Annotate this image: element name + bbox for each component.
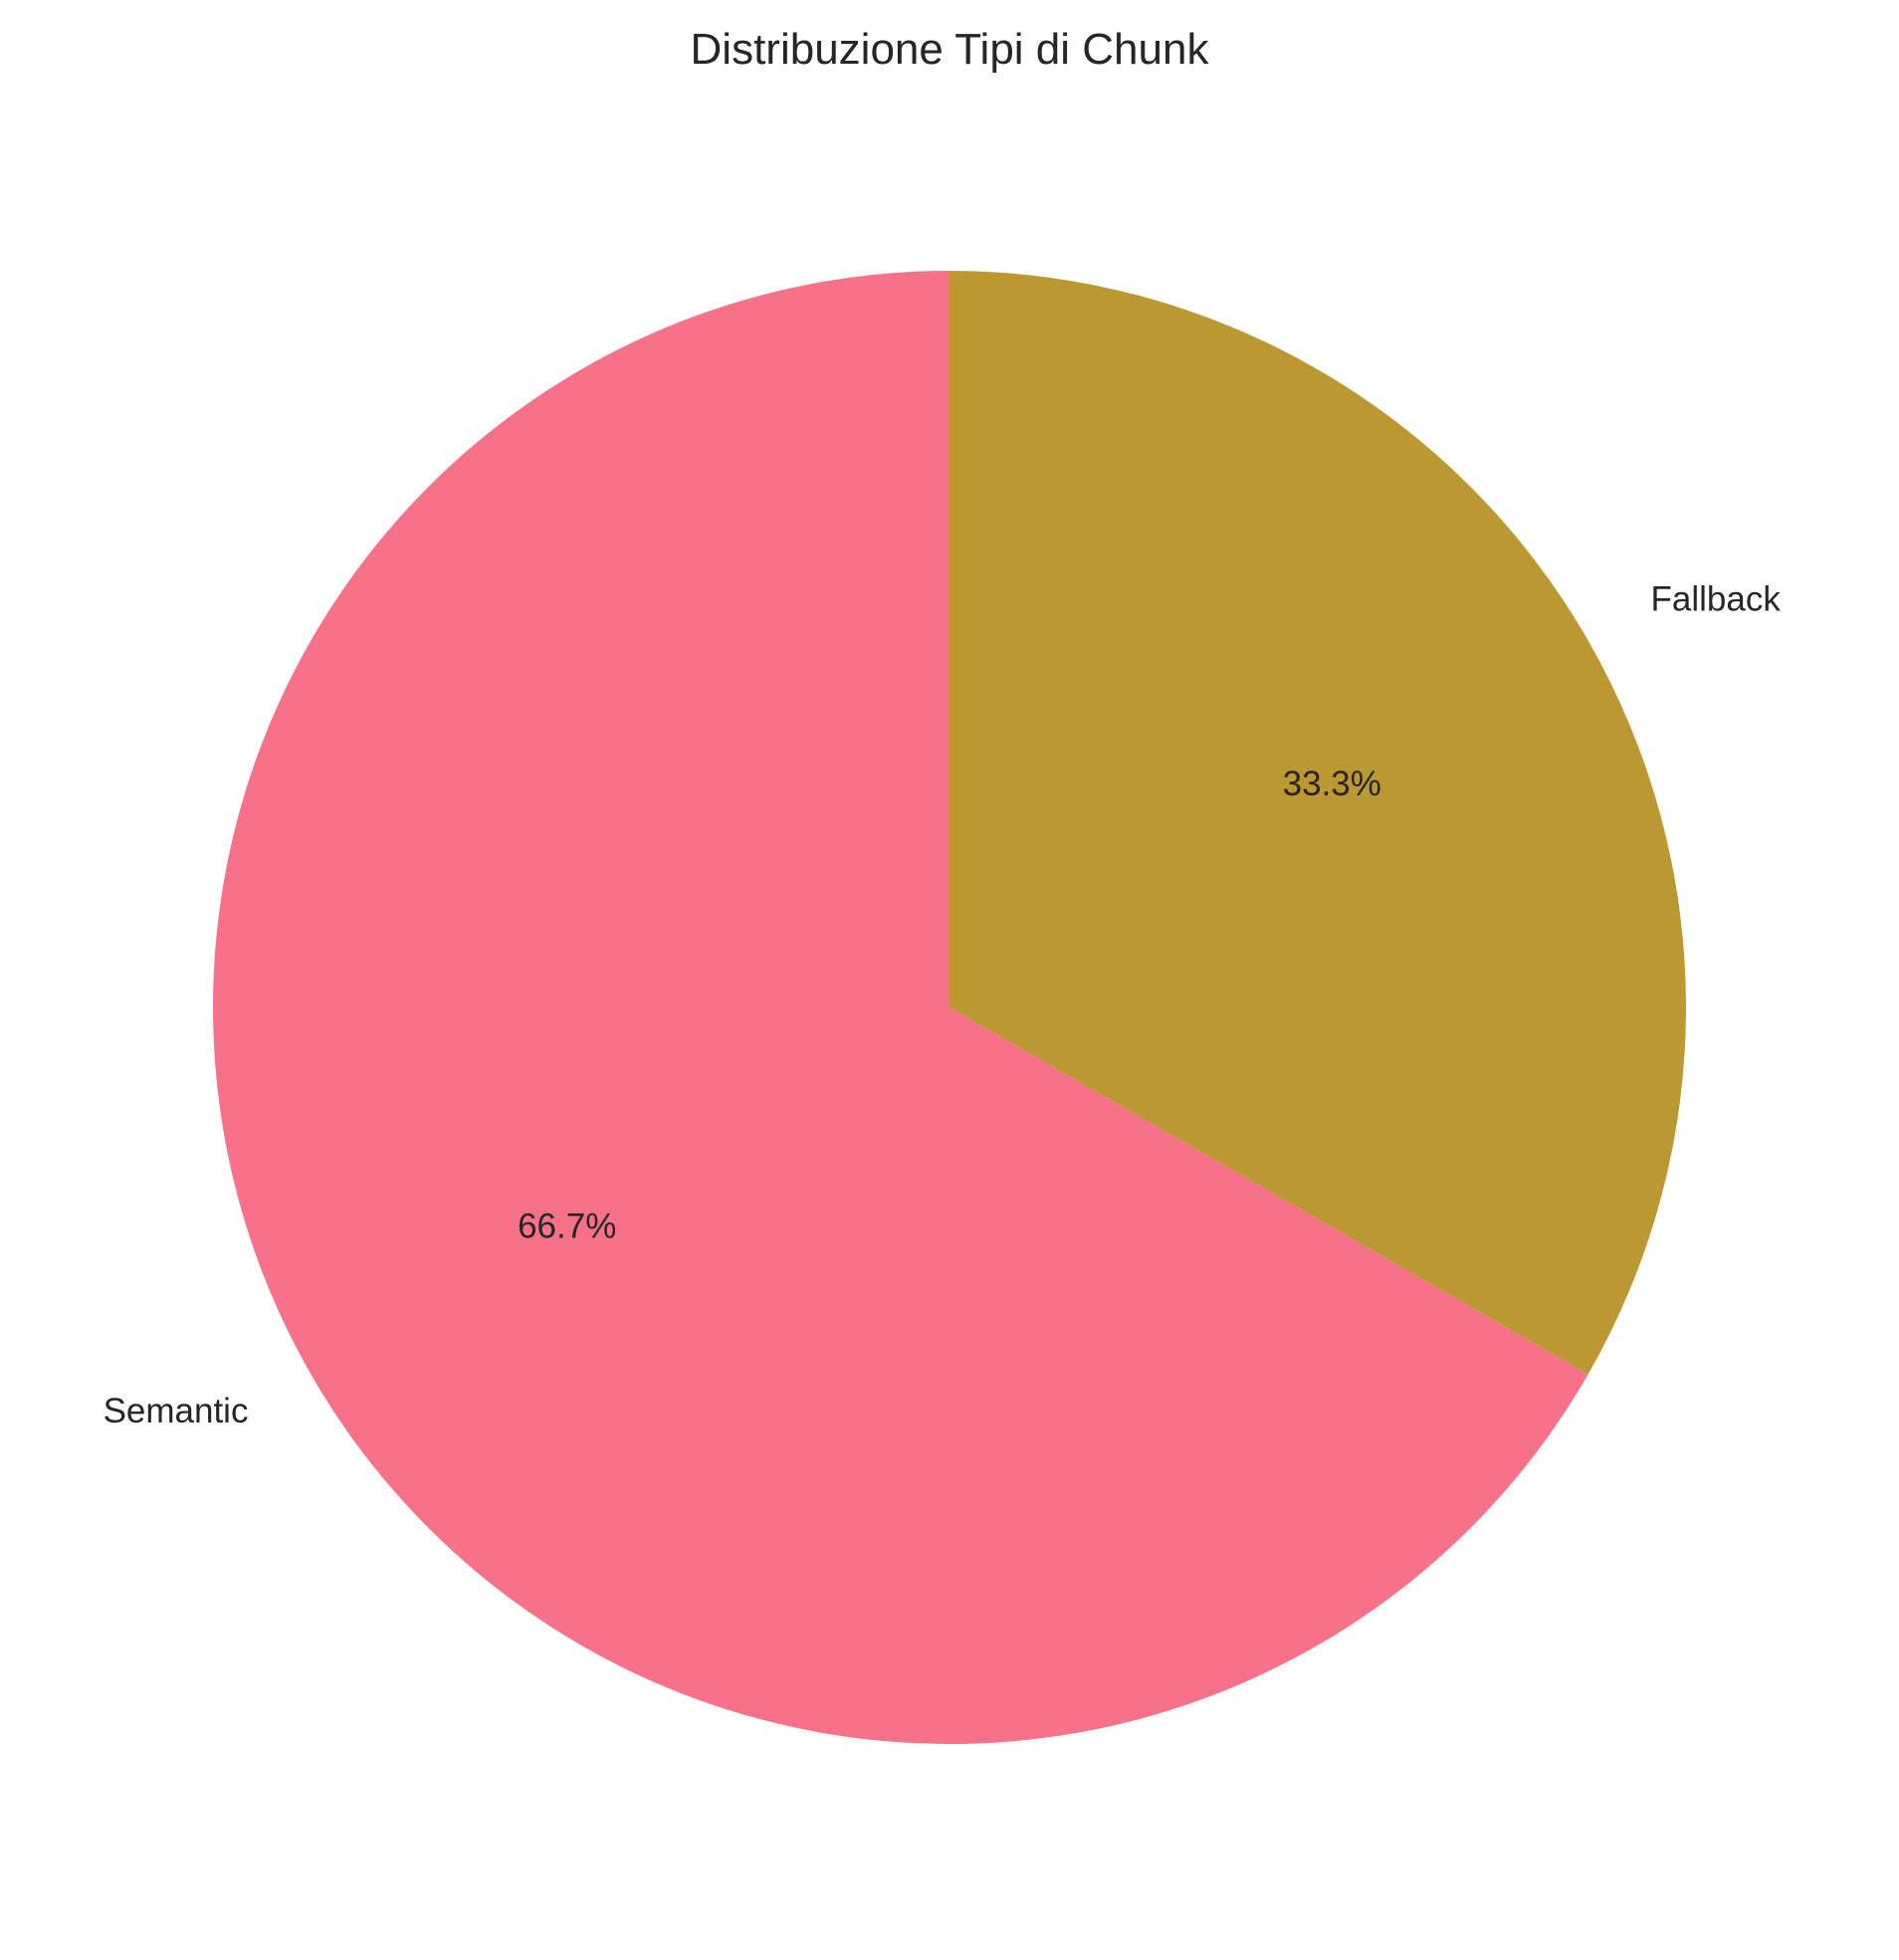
percent-label-fallback: 33.3% [1283,764,1381,803]
slice-label-fallback: Fallback [1651,580,1782,619]
pie-slice-fallback [950,271,1686,1375]
chart-title: Distribuzione Tipi di Chunk [691,25,1210,74]
percent-label-semantic: 66.7% [518,1207,616,1246]
pie-slices [213,271,1686,1744]
pie-slice-semantic [213,271,1588,1744]
pie-labels: Semantic 66.7% Fallback 33.3% [104,580,1782,1430]
slice-label-semantic: Semantic [104,1392,249,1430]
